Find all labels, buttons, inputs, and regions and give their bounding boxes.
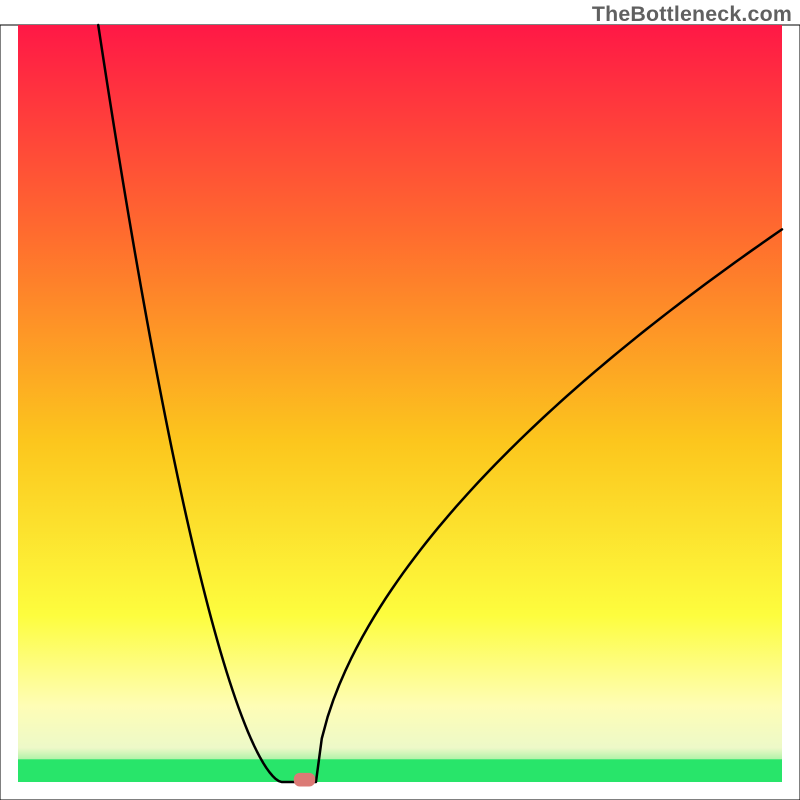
bottleneck-chart-container: TheBottleneck.com <box>0 0 800 800</box>
optimal-marker <box>294 773 315 787</box>
chart-svg <box>0 0 800 800</box>
plot-background <box>18 25 782 782</box>
watermark-text: TheBottleneck.com <box>592 2 792 27</box>
bottom-green-band <box>18 759 782 782</box>
